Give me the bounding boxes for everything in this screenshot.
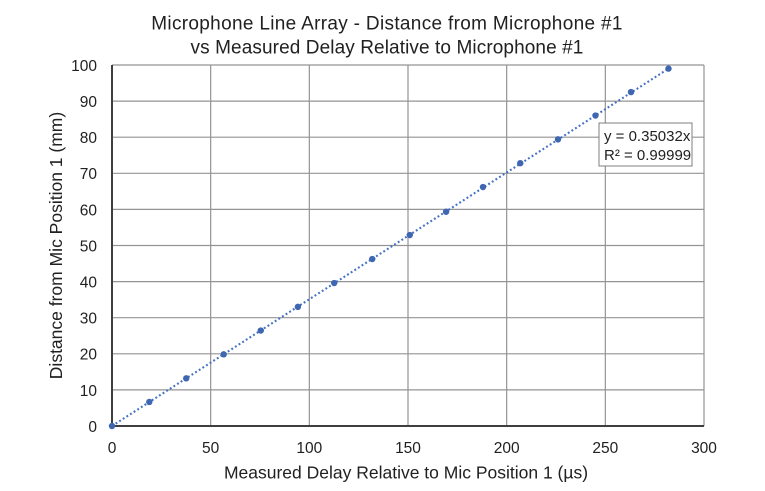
svg-text:90: 90: [80, 94, 98, 111]
svg-text:20: 20: [80, 347, 98, 364]
svg-text:40: 40: [80, 275, 98, 292]
svg-text:y = 0.35032x: y = 0.35032x: [604, 128, 691, 145]
svg-text:0: 0: [88, 419, 97, 436]
svg-text:200: 200: [494, 440, 520, 457]
svg-text:80: 80: [80, 130, 98, 147]
svg-text:50: 50: [80, 238, 98, 255]
svg-text:100: 100: [296, 440, 322, 457]
svg-text:Measured Delay Relative to Mic: Measured Delay Relative to Mic Position …: [224, 463, 588, 483]
svg-text:150: 150: [395, 440, 421, 457]
svg-text:vs Measured Delay Relative to: vs Measured Delay Relative to Microphone…: [191, 37, 584, 58]
svg-text:10: 10: [80, 383, 98, 400]
svg-text:Distance from Mic Position 1 (: Distance from Mic Position 1 (mm): [46, 112, 66, 379]
svg-text:30: 30: [80, 311, 98, 328]
svg-text:0: 0: [108, 440, 117, 457]
svg-text:300: 300: [691, 440, 717, 457]
svg-text:100: 100: [71, 58, 97, 75]
svg-text:50: 50: [202, 440, 220, 457]
svg-text:Microphone Line Array - Distan: Microphone Line Array - Distance from Mi…: [151, 14, 622, 35]
svg-text:70: 70: [80, 166, 98, 183]
svg-text:250: 250: [592, 440, 618, 457]
svg-text:60: 60: [80, 202, 98, 219]
svg-text:R² = 0.99999: R² = 0.99999: [604, 147, 691, 164]
